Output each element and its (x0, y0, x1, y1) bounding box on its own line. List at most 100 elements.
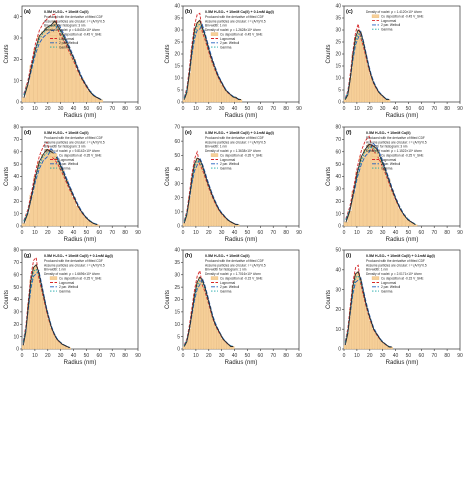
histogram-bar (372, 329, 375, 350)
legend-entry: Lognormal (220, 281, 235, 285)
x-axis-label: Radius (nm) (64, 237, 97, 243)
y-tick-label: 10 (174, 76, 180, 82)
panel-label: (e) (185, 130, 192, 136)
legend-entry: Lognormal (220, 37, 235, 41)
histogram-bar (218, 211, 222, 227)
measured-distribution-line (183, 276, 234, 347)
x-tick-label: 30 (380, 230, 386, 236)
x-tick-label: 70 (109, 230, 115, 236)
x-tick-label: 10 (32, 106, 38, 112)
y-tick-label: 80 (13, 125, 19, 131)
histogram-bar (367, 144, 371, 227)
chart-panel-g: 0 10 20 30 40 50 60 70 80 90 0 10 20 30 40 50 60 70 80 Radi… (4, 248, 141, 366)
histogram-bar (45, 27, 49, 103)
weibull-curve (22, 269, 70, 348)
legend-swatch-histogram (49, 32, 58, 36)
x-tick-label: 60 (97, 230, 103, 236)
histogram-bar (208, 189, 212, 227)
gamma-curve (183, 160, 239, 226)
x-tick-label: 50 (245, 106, 251, 112)
legend-swatch-histogram (49, 276, 58, 280)
histogram-bar (64, 42, 69, 103)
density-text: Density of nuclei: ρ = 9.8142×10⁸ #/cm² (44, 149, 100, 153)
x-tick-label: 80 (444, 230, 450, 236)
histogram-bar (343, 344, 347, 350)
x-tick-label: 20 (45, 230, 51, 236)
panel-label: (g) (24, 253, 31, 259)
histogram-bar (379, 340, 383, 350)
histogram-bar (216, 207, 219, 227)
x-tick-label: 50 (84, 106, 90, 112)
y-tick-label: 80 (335, 125, 341, 131)
x-axis-label: Radius (nm) (225, 237, 258, 243)
histogram-bar (198, 20, 201, 103)
y-tick-label: 40 (174, 248, 180, 254)
histogram-bar (372, 82, 375, 103)
y-tick-label: 40 (174, 4, 180, 10)
x-tick-label: 0 (21, 230, 24, 236)
histogram-bar (356, 29, 360, 103)
histogram-bar (45, 149, 49, 227)
panel-info-line: Bin-width: 1 nm (44, 268, 66, 272)
x-tick-label: 40 (393, 106, 399, 112)
y-tick-label: 60 (174, 139, 180, 145)
x-tick-label: 0 (343, 230, 346, 236)
y-tick-label: 20 (13, 199, 19, 205)
legend-swatch-histogram (210, 276, 219, 280)
x-axis-label: Radius (nm) (64, 360, 97, 366)
x-tick-label: 40 (393, 230, 399, 236)
panel-info-line: Assume particles are circular: r = (A/π)… (205, 263, 266, 267)
panel-info-line: Assume particles are circular: r = (A/π)… (44, 140, 105, 144)
y-tick-label: 40 (13, 14, 19, 20)
histogram-bar (367, 313, 370, 350)
panel-title: 0.5M H₂SO₄ + 10mM Cu(II) (205, 254, 250, 258)
x-tick-label: 0 (343, 106, 346, 112)
chart-panel-d: 0 10 20 30 40 50 60 70 80 90 0 10 20 30 40 50 60 70 80 Radi… (4, 125, 141, 243)
histogram-bar (75, 69, 80, 103)
legend-entry: Lognormal (381, 281, 396, 285)
x-tick-label: 20 (45, 106, 51, 112)
y-tick-label: 10 (335, 211, 341, 217)
panel-info-line: Assume particles are circular: r = (A/π)… (366, 140, 427, 144)
legend-entry: Cu deposition at -0.45 V_SHE (59, 33, 102, 37)
measured-distribution-line (183, 19, 241, 101)
histogram-bar (68, 50, 73, 103)
y-tick-label: 40 (335, 174, 341, 180)
legend-entry: Gamma (59, 45, 71, 49)
legend-entry: Lognormal (381, 19, 396, 23)
histogram-bar (37, 272, 40, 350)
x-tick-label: 40 (232, 106, 238, 112)
panel-label: (d) (24, 130, 31, 136)
y-tick-label: 25 (174, 285, 180, 291)
histogram-bar (216, 75, 219, 103)
x-tick-label: 90 (457, 353, 463, 359)
x-tick-label: 0 (182, 106, 185, 112)
y-tick-label: 10 (13, 334, 19, 340)
x-tick-label: 80 (122, 230, 128, 236)
panel-info-line: Produced with the derivative of fitted C… (44, 15, 103, 19)
legend-swatch-histogram (371, 153, 380, 157)
histogram-bar (377, 92, 380, 103)
y-axis-label: Counts (4, 167, 10, 186)
histogram-bar (206, 296, 209, 350)
x-tick-label: 60 (419, 106, 425, 112)
histogram-bar (361, 41, 365, 103)
histogram-bar (195, 282, 199, 350)
legend-entry: 2 par. Weibull (59, 285, 79, 289)
legend-entry: Lognormal (381, 158, 396, 162)
histogram-bar (203, 173, 207, 227)
histogram-bar (374, 149, 379, 227)
legend-entry: 2 par. Weibull (381, 162, 401, 166)
x-tick-label: 10 (193, 106, 199, 112)
panel-label: (a) (24, 9, 31, 15)
histogram-bar (359, 279, 362, 350)
histogram-bar (47, 319, 51, 350)
panel-info-line: Bin-width for histogram: 3 nm (44, 145, 86, 149)
chart-panel-c: 0 10 20 30 40 50 60 70 80 900510152025303540Radiu… (326, 4, 463, 119)
x-tick-label: 20 (367, 106, 373, 112)
y-tick-label: 0 (16, 224, 19, 230)
x-tick-label: 60 (258, 353, 264, 359)
legend-entry: Cu deposition at -0.25 V_SHE (381, 154, 424, 158)
histogram-bar (211, 61, 214, 103)
